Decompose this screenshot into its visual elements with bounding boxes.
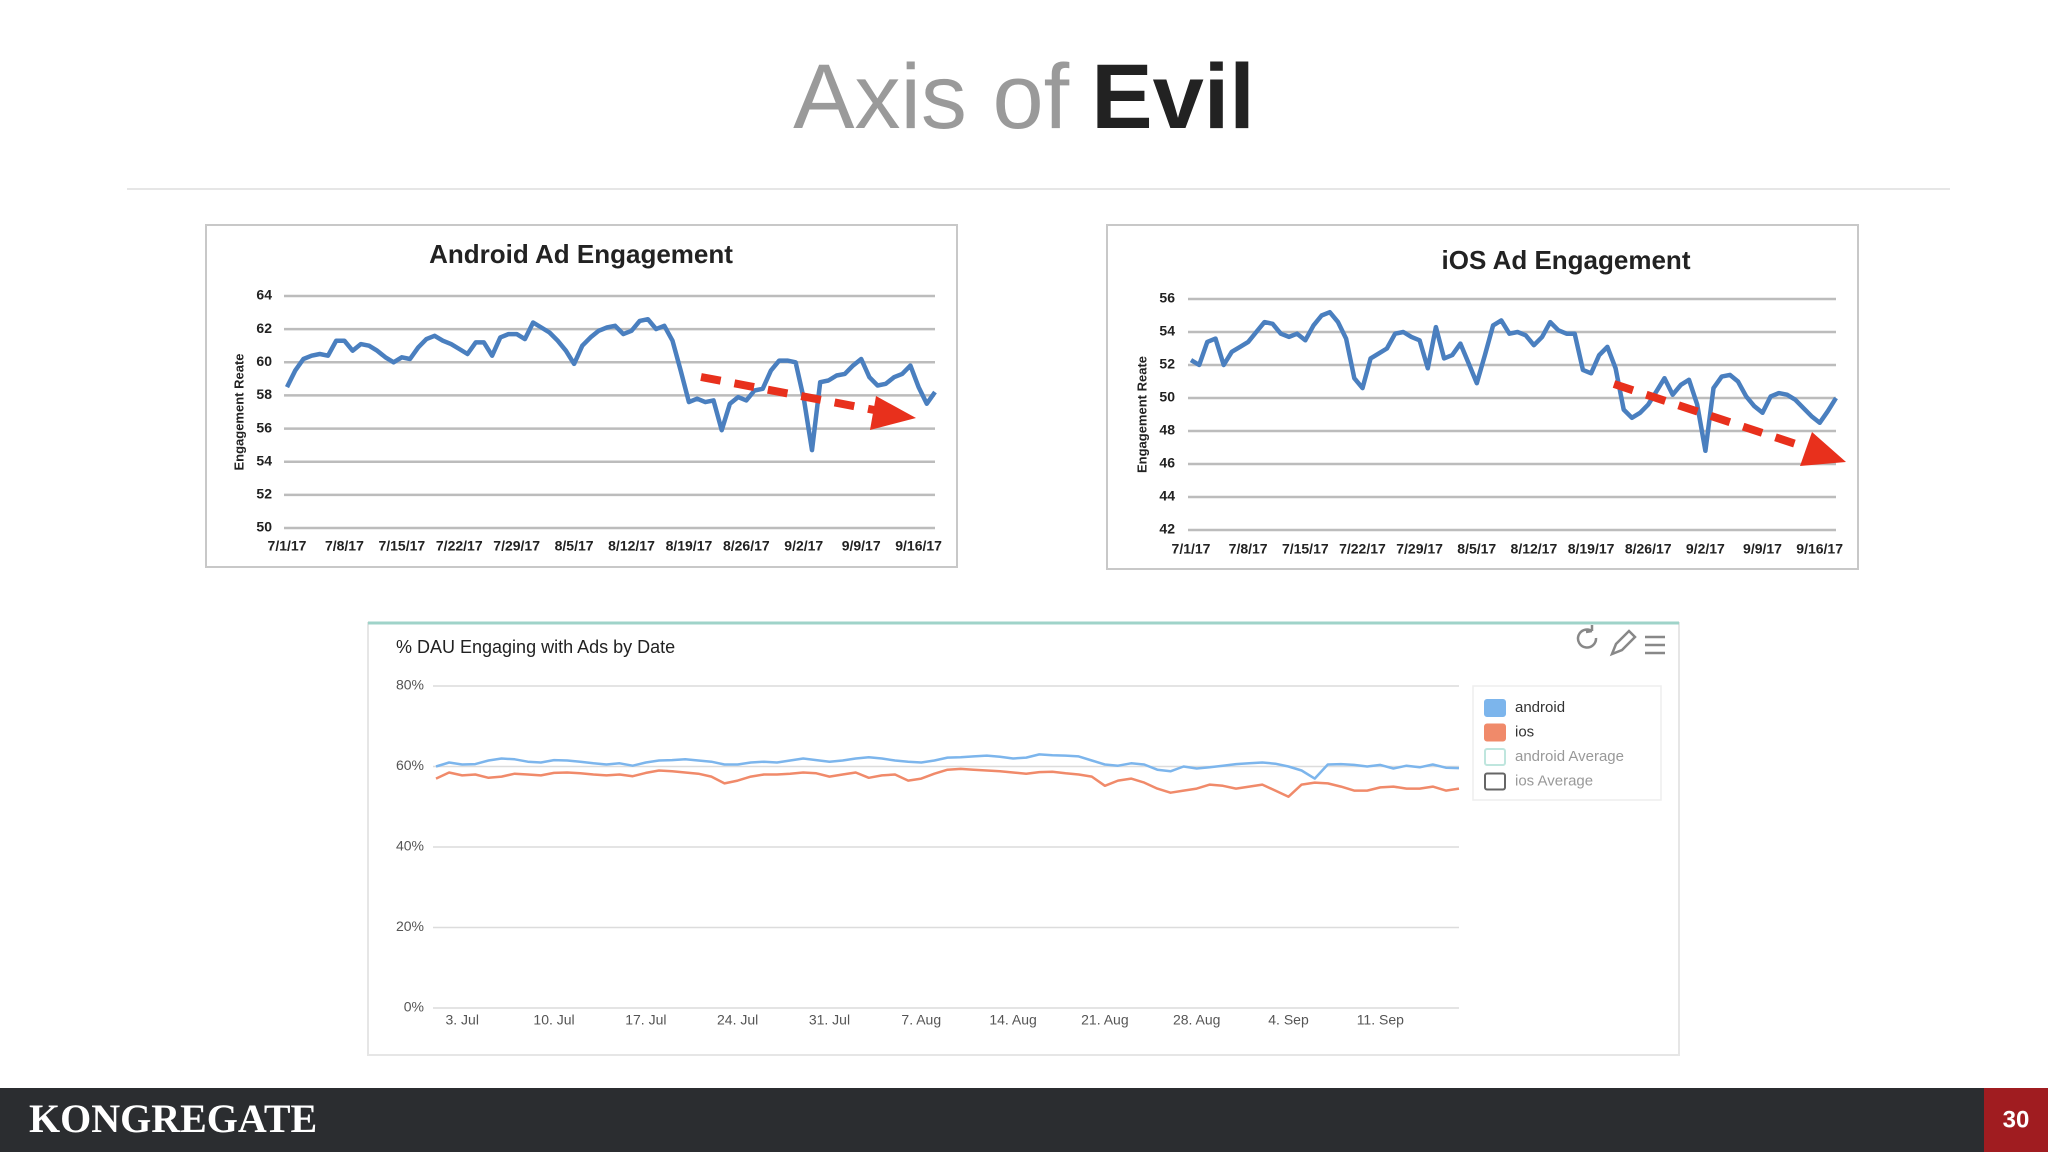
y-axis-label: Engagement Reate (1134, 356, 1149, 473)
chart-frame (367, 622, 1680, 1056)
arrow-head (1800, 432, 1846, 466)
x-tick-label: 7/1/17 (1172, 541, 1211, 557)
x-tick-label: 7/1/17 (268, 538, 307, 554)
y-tick-label: 20% (396, 918, 424, 934)
arrow-head (870, 396, 916, 430)
x-tick-label: 4. Sep (1268, 1012, 1309, 1028)
x-tick-label: 10. Jul (533, 1012, 574, 1028)
x-tick-label: 9/16/17 (895, 538, 942, 554)
edit-icon[interactable] (1609, 629, 1637, 657)
trend-arrow (1612, 380, 1846, 466)
x-tick-label: 8/19/17 (1568, 541, 1615, 557)
y-tick-label: 52 (256, 486, 272, 502)
y-tick-label: 46 (1159, 455, 1175, 471)
x-tick-label: 9/2/17 (784, 538, 823, 554)
data-line (284, 316, 937, 453)
footer-brand: KONGREGATE (29, 1096, 317, 1141)
legend-label: android (1515, 699, 1565, 716)
x-tick-label: 9/9/17 (1743, 541, 1782, 557)
x-tick-label: 7/29/17 (1396, 541, 1443, 557)
chart-title: % DAU Engaging with Ads by Date (396, 637, 675, 657)
x-tick-label: 17. Jul (625, 1012, 666, 1028)
x-tick-label: 11. Sep (1357, 1012, 1404, 1028)
y-tick-label: 50 (256, 519, 272, 535)
legend-label: ios Average (1515, 772, 1593, 789)
y-tick-label: 62 (256, 320, 272, 336)
y-tick-label: 42 (1159, 521, 1175, 537)
arrow-shaft (1612, 380, 1816, 454)
x-tick-label: 3. Jul (445, 1012, 478, 1028)
data-line (435, 767, 1460, 798)
x-tick-label: 8/12/17 (608, 538, 655, 554)
legend-label: android Average (1515, 748, 1624, 765)
x-tick-label: 8/26/17 (1625, 541, 1672, 557)
x-tick-label: 8/5/17 (1457, 541, 1496, 557)
y-tick-label: 80% (396, 677, 424, 693)
title-light: Axis of (793, 46, 1070, 148)
x-tick-label: 8/5/17 (555, 538, 594, 554)
y-tick-label: 40% (396, 838, 424, 854)
y-tick-label: 60% (396, 757, 424, 773)
y-tick-label: 60 (256, 353, 272, 369)
title-bold: Evil (1091, 46, 1255, 148)
x-tick-label: 8/12/17 (1511, 541, 1558, 557)
menu-icon[interactable] (1645, 635, 1665, 655)
x-tick-label: 9/9/17 (842, 538, 881, 554)
x-tick-label: 8/19/17 (666, 538, 713, 554)
page-number-box (1984, 1088, 2048, 1152)
y-tick-label: 50 (1159, 389, 1175, 405)
y-tick-label: 56 (1159, 290, 1175, 306)
x-tick-label: 7/15/17 (1282, 541, 1329, 557)
x-tick-label: 7/15/17 (378, 538, 425, 554)
y-axis-label: Engagement Reate (231, 353, 246, 470)
data-line (435, 753, 1460, 780)
x-tick-label: 7. Aug (901, 1012, 941, 1028)
legend-swatch (1484, 748, 1506, 766)
y-tick-label: 56 (256, 419, 272, 435)
y-tick-label: 44 (1159, 488, 1175, 504)
x-tick-label: 24. Jul (717, 1012, 758, 1028)
y-tick-label: 64 (256, 287, 272, 303)
legend-label: ios (1515, 723, 1534, 740)
trend-arrow (700, 373, 916, 430)
data-line (1189, 309, 1838, 454)
x-tick-label: 31. Jul (809, 1012, 850, 1028)
legend-swatch (1484, 772, 1506, 791)
x-tick-label: 28. Aug (1173, 1012, 1221, 1028)
x-tick-label: 7/29/17 (493, 538, 540, 554)
x-tick-label: 21. Aug (1081, 1012, 1129, 1028)
chart-title: Android Ad Engagement (429, 239, 733, 269)
x-tick-label: 14. Aug (989, 1012, 1037, 1028)
legend-swatch (1484, 723, 1506, 742)
y-tick-label: 54 (1159, 323, 1175, 339)
x-tick-label: 8/26/17 (723, 538, 770, 554)
y-tick-label: 58 (256, 386, 272, 402)
chart-tools (1576, 625, 1665, 657)
y-tick-label: 52 (1159, 356, 1175, 372)
y-tick-label: 0% (404, 999, 424, 1015)
y-tick-label: 54 (256, 452, 272, 468)
y-tick-label: 48 (1159, 422, 1175, 438)
refresh-icon[interactable] (1576, 625, 1598, 649)
x-tick-label: 7/8/17 (1229, 541, 1268, 557)
x-tick-label: 7/8/17 (325, 538, 364, 554)
slide-title: Axis of Evil (793, 46, 1255, 148)
legend-swatch (1484, 699, 1506, 717)
page-number: 30 (2003, 1106, 2030, 1133)
charts: Android Ad Engagement Engagement Reate 50 5… (231, 239, 1843, 1028)
footer-bar (0, 1088, 2048, 1152)
x-tick-label: 9/2/17 (1686, 541, 1725, 557)
x-tick-label: 7/22/17 (436, 538, 483, 554)
x-tick-label: 7/22/17 (1339, 541, 1386, 557)
chart-title: iOS Ad Engagement (1442, 245, 1691, 275)
x-tick-label: 9/16/17 (1796, 541, 1843, 557)
